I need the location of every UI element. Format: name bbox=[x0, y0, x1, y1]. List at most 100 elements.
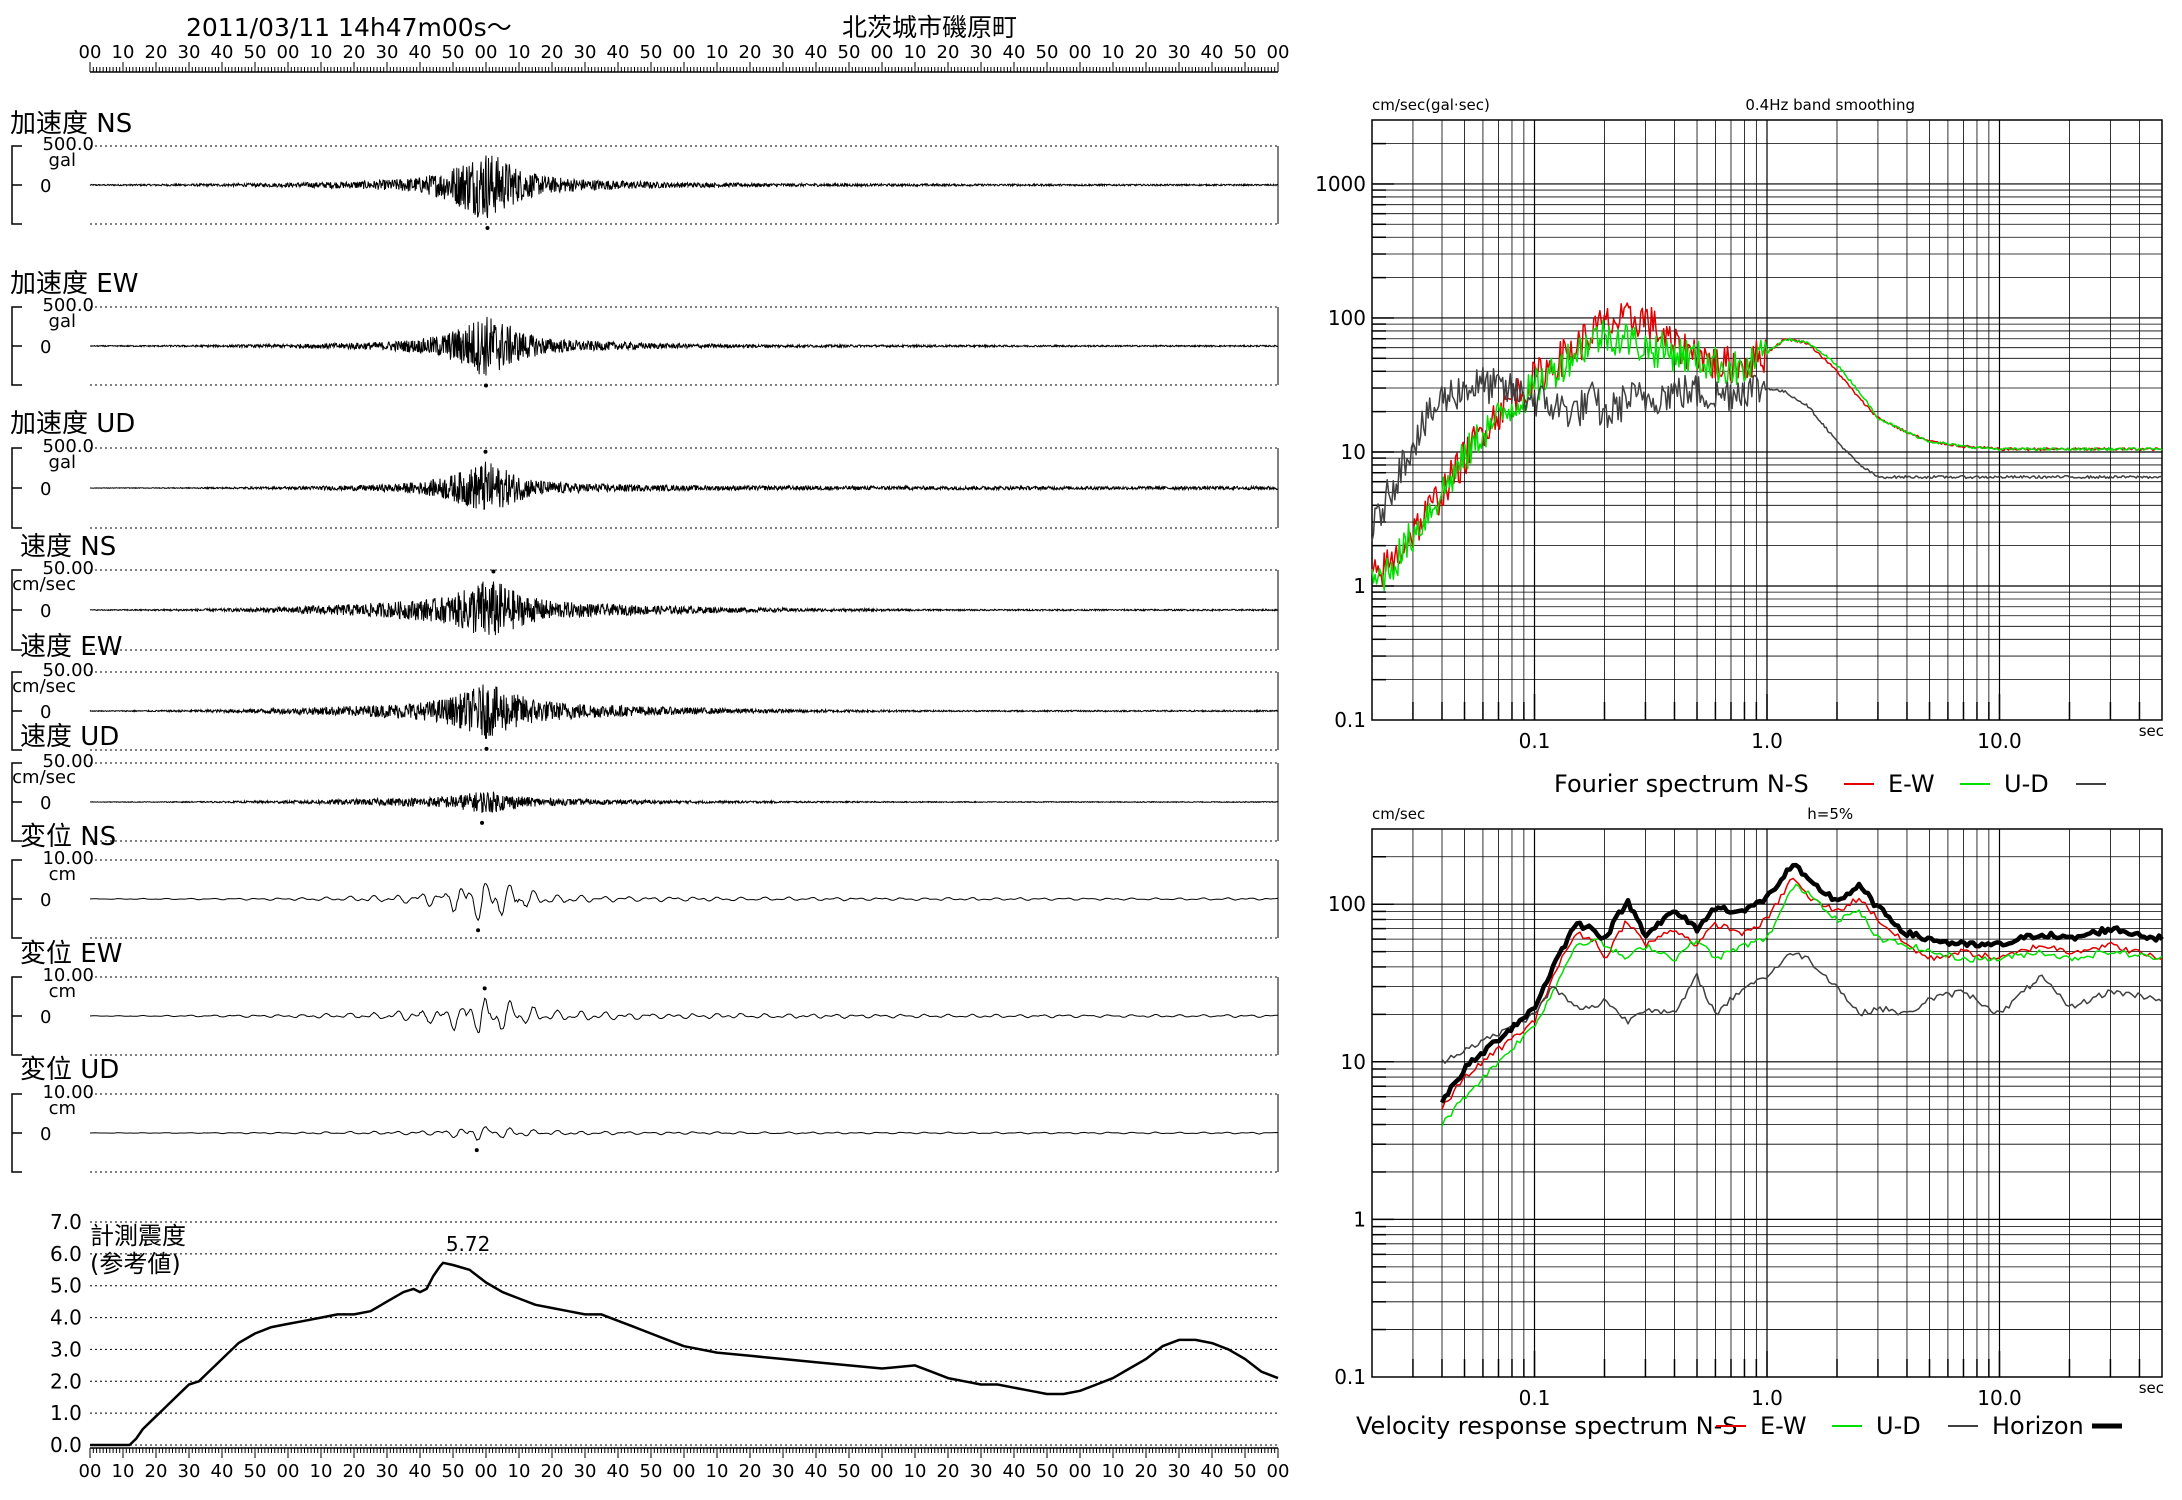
panel-zero-label: 0 bbox=[40, 890, 51, 911]
intensity-peak-label: 5.72 bbox=[446, 1232, 491, 1256]
time-tick-label: 10 bbox=[310, 42, 333, 63]
intensity-tick-label: 3.0 bbox=[50, 1337, 82, 1361]
peak-marker bbox=[491, 569, 496, 574]
panel-max-label: 500.0 bbox=[42, 134, 94, 155]
time-tick-label: 30 bbox=[574, 1461, 597, 1482]
time-tick-label: 00 bbox=[79, 1461, 102, 1482]
spectrum-xunit: sec bbox=[2139, 1379, 2164, 1397]
panel-title: 変位 NS bbox=[20, 822, 116, 852]
intensity-tick-label: 5.0 bbox=[50, 1274, 82, 1298]
panel-max-label: 500.0 bbox=[42, 295, 94, 316]
spectrum-subtitle: h=5% bbox=[1807, 805, 1853, 823]
time-tick-label: 40 bbox=[805, 42, 828, 63]
panel-unit-label: cm bbox=[49, 1098, 76, 1119]
time-tick-label: 00 bbox=[673, 1461, 696, 1482]
fourier-spectrum-panel: 0.1 1 10 100 1000 0.1 1.0 10.0 sec cm/sec(gal·sec… bbox=[1315, 96, 2164, 798]
time-tick-label: 10 bbox=[1102, 1461, 1125, 1482]
time-tick-label: 40 bbox=[1201, 42, 1224, 63]
waveform-trace bbox=[89, 684, 1279, 739]
panel-max-label: 10.00 bbox=[42, 965, 94, 986]
panel-unit-label: gal bbox=[49, 452, 76, 473]
spectrum-ytick-label: 100 bbox=[1328, 306, 1366, 330]
time-tick-label: 30 bbox=[1168, 42, 1191, 63]
time-tick-label: 00 bbox=[1267, 1461, 1290, 1482]
time-tick-label: 50 bbox=[838, 1461, 861, 1482]
peak-marker bbox=[476, 928, 481, 933]
panel-unit-label: cm/sec bbox=[12, 676, 76, 697]
panel-unit-label: gal bbox=[49, 150, 76, 171]
peak-marker bbox=[480, 820, 485, 825]
panel-unit-label: cm bbox=[49, 864, 76, 885]
panel-title: 速度 EW bbox=[20, 632, 122, 662]
spectrum-legend: Fourier spectrum N-S E-W U-D bbox=[1554, 770, 2106, 798]
spectrum-series-u-d bbox=[1441, 952, 2163, 1064]
legend-label: U-D bbox=[1876, 1412, 1921, 1440]
time-tick-label: 50 bbox=[1036, 42, 1059, 63]
time-tick-label: 30 bbox=[772, 42, 795, 63]
time-tick-label: 20 bbox=[145, 42, 168, 63]
waveform-trace bbox=[89, 997, 1279, 1034]
time-tick-label: 10 bbox=[1102, 42, 1125, 63]
header-station: 北茨城市磯原町 bbox=[842, 13, 1018, 42]
legend-label: Fourier spectrum N-S bbox=[1554, 770, 1809, 798]
intensity-tick-label: 0.0 bbox=[50, 1433, 82, 1457]
time-tick-label: 30 bbox=[1168, 1461, 1191, 1482]
time-tick-label: 40 bbox=[607, 42, 630, 63]
spectrum-subtitle: 0.4Hz band smoothing bbox=[1745, 96, 1915, 114]
time-tick-label: 30 bbox=[178, 42, 201, 63]
spectrum-series-u-d bbox=[1371, 366, 2163, 542]
spectrum-xtick-label: 0.1 bbox=[1519, 729, 1551, 753]
time-tick-label: 40 bbox=[1003, 1461, 1026, 1482]
time-tick-label: 10 bbox=[706, 42, 729, 63]
time-tick-label: 10 bbox=[112, 1461, 135, 1482]
time-tick-label: 20 bbox=[343, 1461, 366, 1482]
time-tick-label: 00 bbox=[1267, 42, 1290, 63]
time-tick-label: 40 bbox=[409, 42, 432, 63]
time-tick-label: 00 bbox=[1069, 42, 1092, 63]
legend-label: Velocity response spectrum N-S bbox=[1356, 1412, 1737, 1440]
panel-title: 速度 UD bbox=[20, 722, 119, 752]
time-tick-label: 40 bbox=[805, 1461, 828, 1482]
time-tick-label: 20 bbox=[1135, 42, 1158, 63]
time-tick-label: 30 bbox=[376, 1461, 399, 1482]
time-tick-label: 50 bbox=[1234, 42, 1257, 63]
time-tick-label: 20 bbox=[739, 1461, 762, 1482]
time-tick-label: 50 bbox=[442, 1461, 465, 1482]
time-tick-label: 00 bbox=[871, 42, 894, 63]
panel-max-label: 50.00 bbox=[42, 751, 94, 772]
time-tick-label: 40 bbox=[211, 1461, 234, 1482]
time-tick-label: 40 bbox=[1003, 42, 1026, 63]
panel-zero-label: 0 bbox=[40, 1007, 51, 1028]
panel-title: 変位 UD bbox=[20, 1055, 119, 1085]
time-tick-label: 20 bbox=[541, 1461, 564, 1482]
panel-max-label: 10.00 bbox=[42, 848, 94, 869]
time-tick-label: 00 bbox=[475, 42, 498, 63]
spectrum-xtick-label: 10.0 bbox=[1977, 1386, 2022, 1410]
intensity-tick-label: 1.0 bbox=[50, 1401, 82, 1425]
intensity-tick-label: 2.0 bbox=[50, 1369, 82, 1393]
time-tick-label: 40 bbox=[211, 42, 234, 63]
intensity-trace bbox=[90, 1261, 1279, 1447]
time-tick-label: 10 bbox=[904, 42, 927, 63]
spectrum-series-e-w bbox=[1371, 319, 2163, 592]
time-tick-label: 50 bbox=[640, 42, 663, 63]
spectrum-xtick-label: 10.0 bbox=[1977, 729, 2022, 753]
panel-unit-label: cm bbox=[49, 981, 76, 1002]
spectrum-ytick-label: 10 bbox=[1341, 440, 1366, 464]
time-tick-label: 10 bbox=[904, 1461, 927, 1482]
legend-label: U-D bbox=[2004, 770, 2049, 798]
spectrum-xtick-label: 1.0 bbox=[1751, 729, 1783, 753]
peak-marker bbox=[482, 986, 487, 991]
time-tick-label: 00 bbox=[277, 1461, 300, 1482]
waveform-trace bbox=[89, 461, 1279, 511]
time-tick-label: 20 bbox=[1135, 1461, 1158, 1482]
waveform-trace bbox=[89, 155, 1279, 219]
spectrum-series-n-s bbox=[1441, 877, 2163, 1110]
